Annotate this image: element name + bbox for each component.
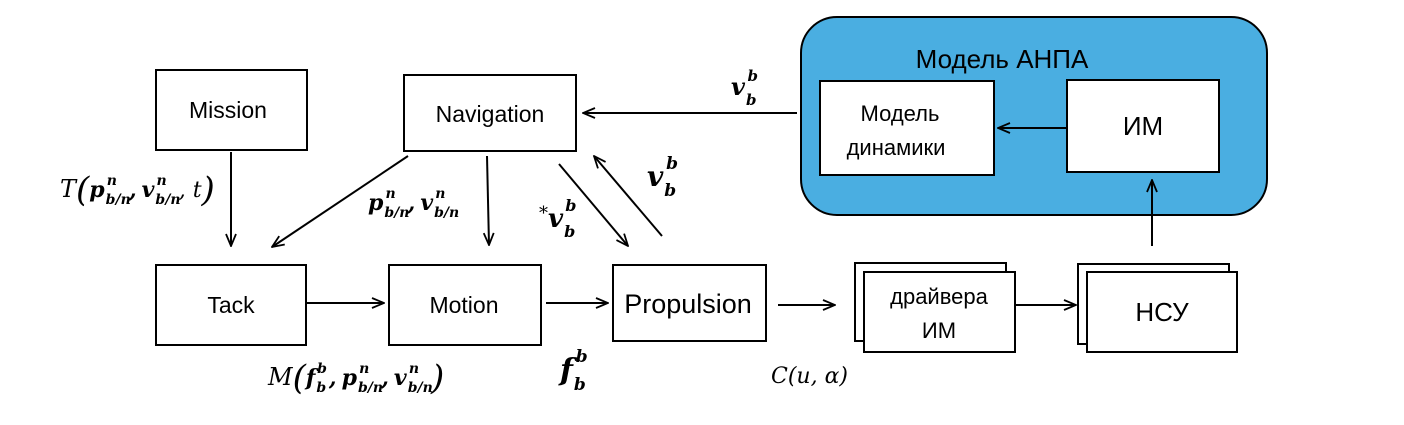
- drivers-label-line1: драйвера: [890, 284, 989, 309]
- navigation-box: [403, 74, 577, 152]
- tack-box: [155, 264, 307, 346]
- nsu-box: [1086, 271, 1238, 353]
- arrow-propulsion-to-navigation: [594, 156, 663, 237]
- navigation-label: Navigation: [436, 101, 545, 127]
- im-box: [1066, 79, 1220, 173]
- arrow-navigation-to-tack: [272, 155, 409, 247]
- im-label: ИМ: [1123, 111, 1163, 141]
- formula-star-vbb: *vbb: [539, 196, 576, 241]
- dynamics-model-label-line1: Модель: [861, 101, 940, 126]
- auv-model-group-title: Модель АНПА: [916, 44, 1089, 74]
- formula-T: T(pb/nn, vb/nn, t): [60, 170, 215, 210]
- dynamics-model-label-line2: динамики: [847, 135, 946, 160]
- mission-label: Mission: [189, 97, 267, 123]
- motion-box: [388, 264, 542, 346]
- drivers-box: [863, 271, 1016, 353]
- drivers-label-line2: ИМ: [922, 318, 956, 343]
- dynamics-model-box: [819, 80, 995, 176]
- nsu-label: НСУ: [1135, 297, 1189, 327]
- tack-label: Tack: [207, 292, 255, 318]
- formula-M: M(fbb, pb/nn, vb/nn): [267, 358, 444, 398]
- formula-vbb-top: vbb: [731, 67, 758, 109]
- formula-fbb: fbb: [558, 347, 588, 395]
- formula-C: C(u, α): [771, 364, 848, 389]
- mission-box: [155, 69, 308, 151]
- arrow-navigation-to-motion: [487, 155, 489, 245]
- propulsion-label: Propulsion: [624, 289, 752, 319]
- arrow-navigation-to-propulsion: [558, 163, 628, 246]
- formula-p-v: pb/nn, vb/nn: [368, 186, 459, 221]
- motion-label: Motion: [429, 292, 498, 318]
- formula-vbb-feedback: vbb: [647, 154, 678, 201]
- propulsion-box: [612, 264, 767, 342]
